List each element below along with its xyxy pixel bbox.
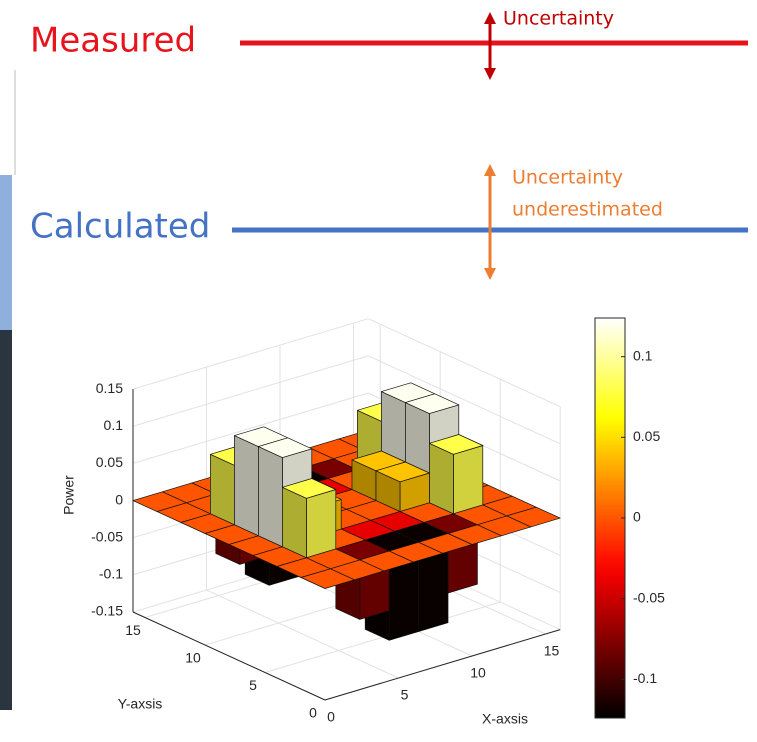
x-axis-label: X-axsis <box>482 711 528 727</box>
bar-face <box>453 446 482 514</box>
side-photo <box>0 330 12 710</box>
bar3d-chart: 051015051015-0.15-0.1-0.0500.050.10.15X-… <box>61 318 665 727</box>
colorbar-tick-label: 0.05 <box>633 428 660 444</box>
x-tick-label: 5 <box>401 687 409 703</box>
bar-face <box>210 454 234 525</box>
x-tick-label: 10 <box>470 665 486 681</box>
side-strip <box>0 175 12 330</box>
bar-face <box>306 490 335 558</box>
colorbar-tick-label: -0.05 <box>633 589 665 605</box>
z-tick-label: 0.15 <box>96 380 123 396</box>
y-axis-label: Y-axsis <box>118 696 163 712</box>
uncertainty-text: underestimated <box>512 199 663 221</box>
y-tick-label: 15 <box>125 622 141 638</box>
measured-label: Measured <box>30 21 196 61</box>
colorbar-tick-label: 0 <box>633 509 641 525</box>
bar <box>282 479 335 558</box>
z-tick-label: -0.1 <box>99 566 123 582</box>
calculated-label: Calculated <box>30 207 210 247</box>
y-tick-label: 5 <box>249 677 257 693</box>
y-tick-label: 10 <box>185 650 201 666</box>
z-tick-label: -0.05 <box>91 528 123 544</box>
measured-uncertainty: Uncertainty <box>503 8 614 30</box>
colorbar-tick-label: -0.1 <box>633 670 657 686</box>
z-tick-label: 0.1 <box>104 417 124 433</box>
z-axis-label: Power <box>61 475 77 515</box>
z-tick-label: 0.05 <box>96 454 123 470</box>
grid-line <box>133 319 368 389</box>
bar-face <box>429 443 453 514</box>
grid-line <box>133 356 368 426</box>
annotations: Measured Uncertainty Calculated Uncertai… <box>30 8 748 275</box>
z-tick-label: 0 <box>115 491 123 507</box>
colorbar-tick-label: 0.1 <box>633 347 653 363</box>
bar-face <box>258 447 282 547</box>
colorbar <box>595 318 625 718</box>
page: Measured Uncertainty Calculated Uncertai… <box>0 0 757 742</box>
bar-face <box>282 487 306 558</box>
bar <box>429 435 482 514</box>
x-tick-label: 0 <box>327 709 335 725</box>
bar-face <box>234 436 258 536</box>
uncertainty-text: Uncertainty <box>512 167 623 189</box>
x-tick-label: 15 <box>544 643 560 659</box>
z-tick-label: -0.15 <box>91 603 123 619</box>
y-tick-label: 0 <box>309 705 317 721</box>
